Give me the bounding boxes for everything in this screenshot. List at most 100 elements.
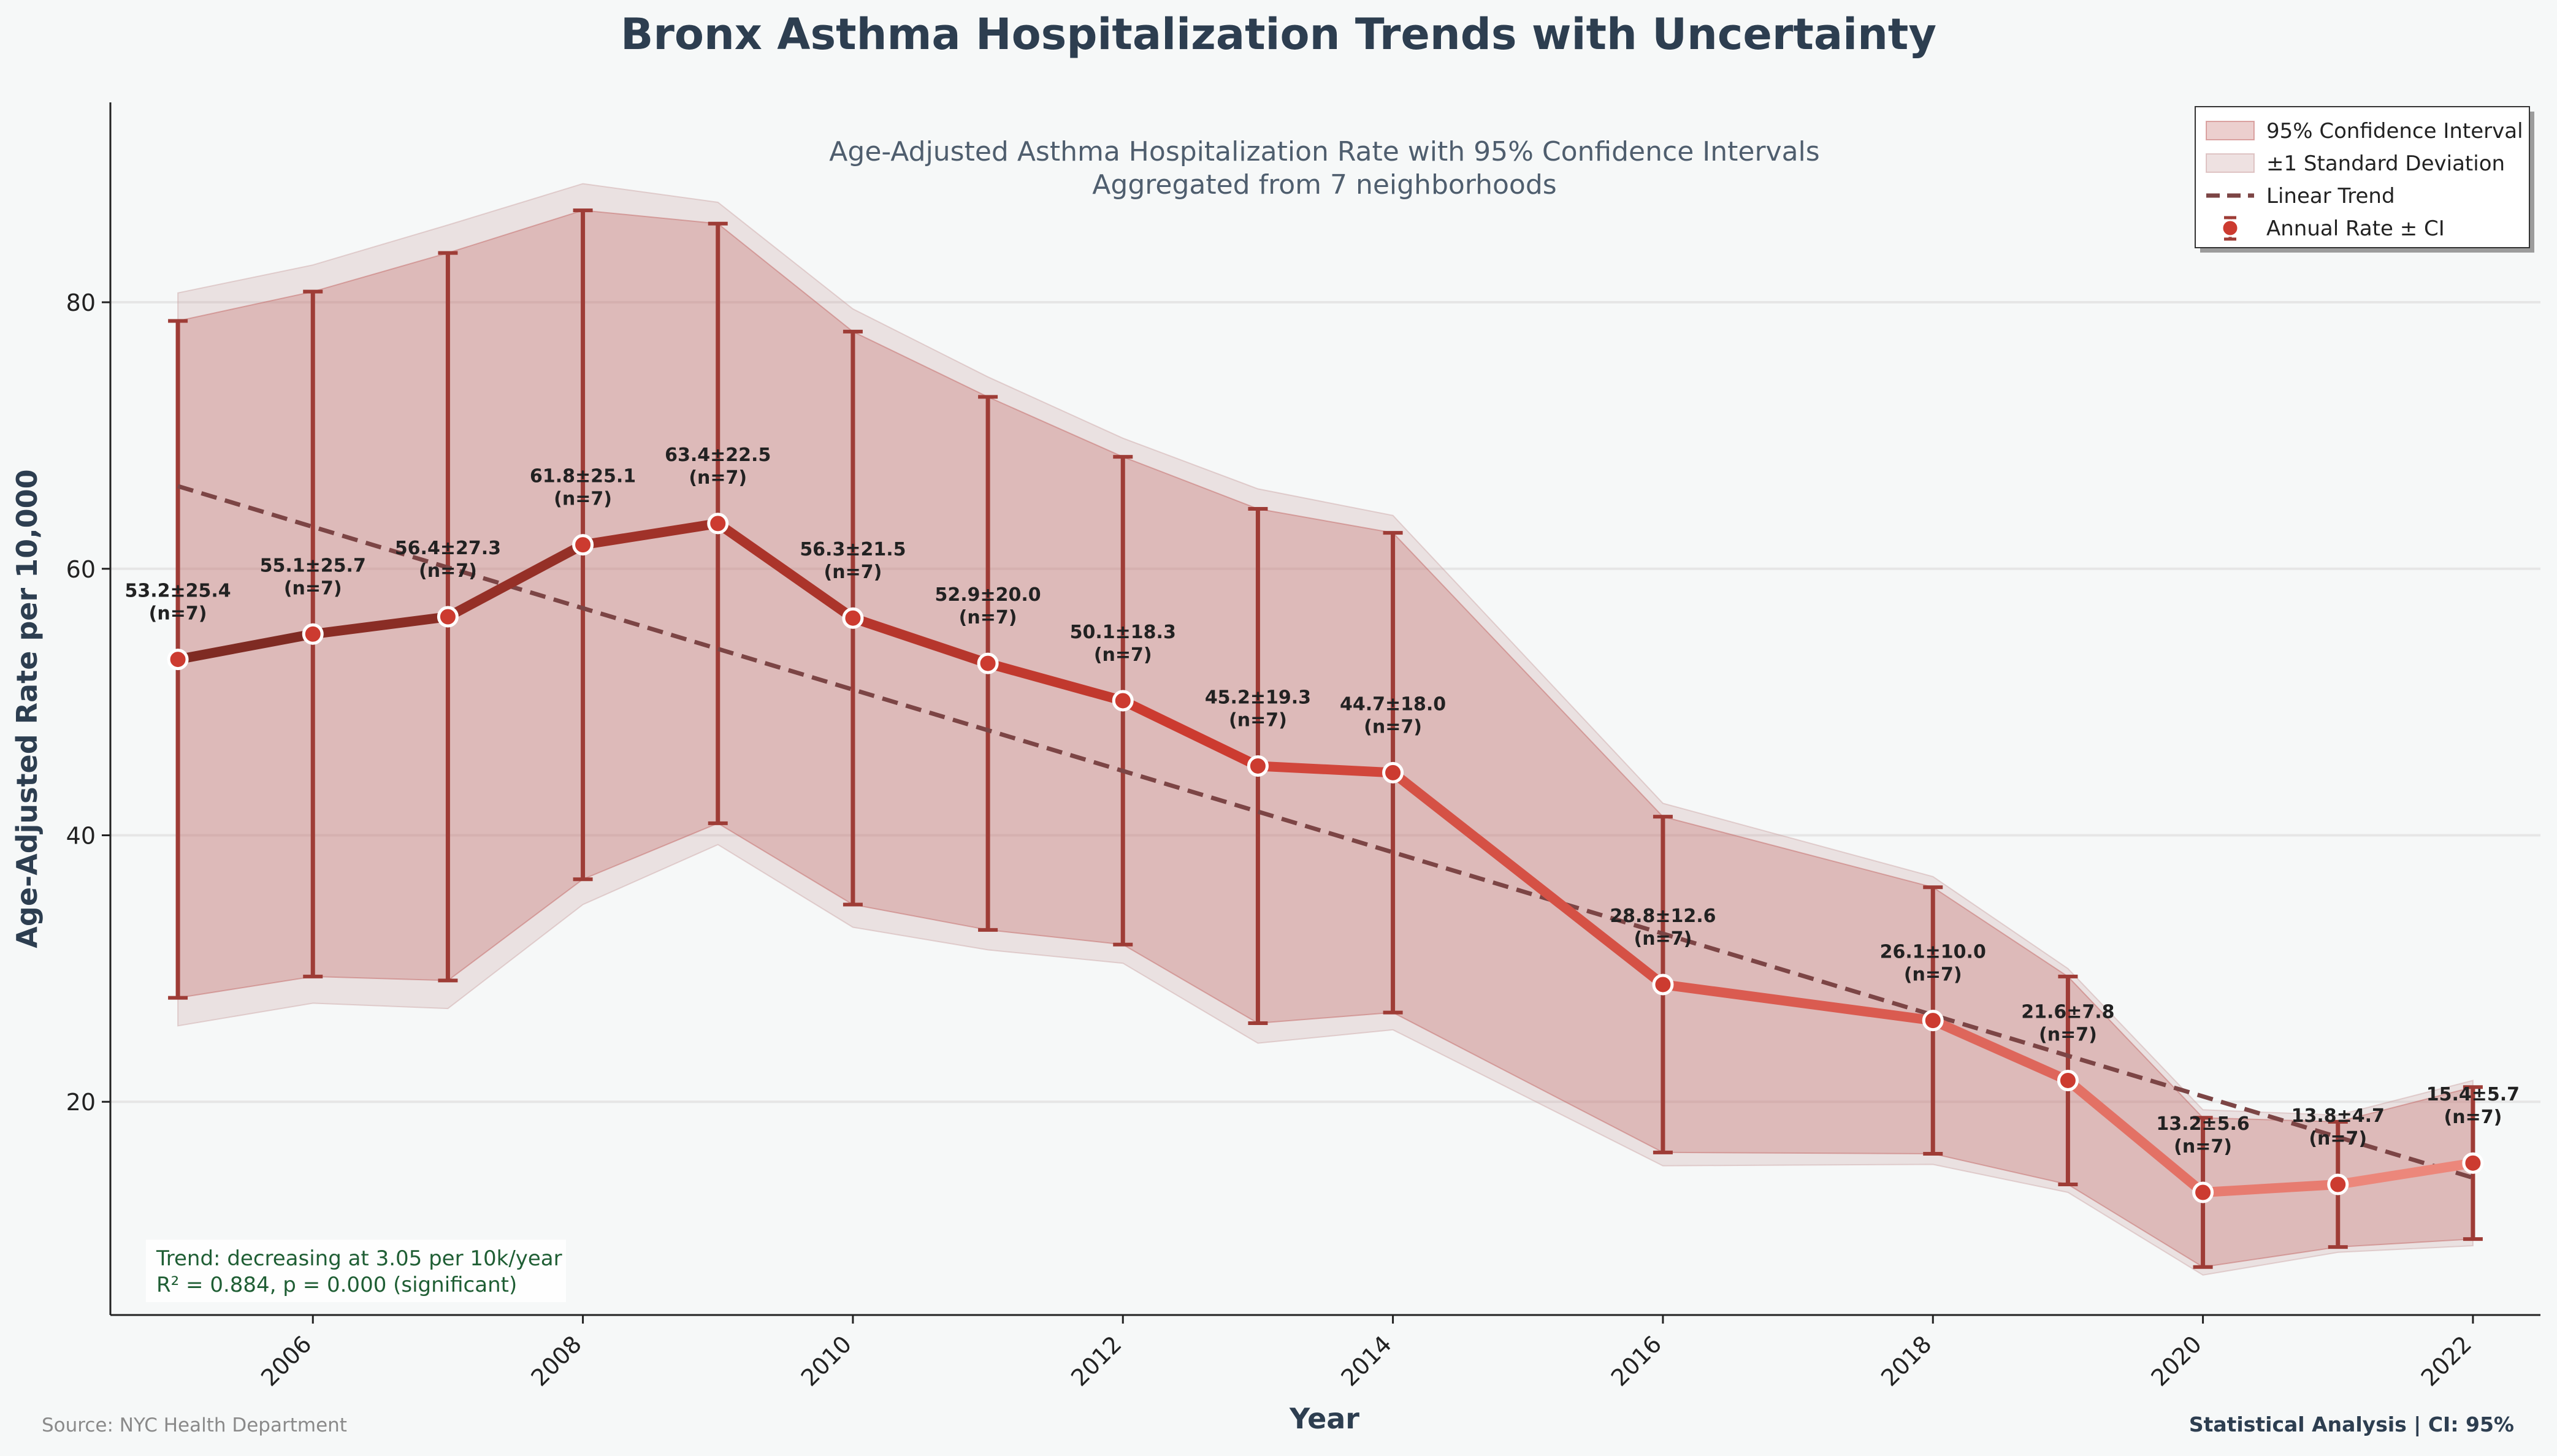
legend-box (2195, 106, 2530, 248)
data-label-n-2014: (n=7) (1364, 716, 1422, 738)
trend-line (177, 484, 2474, 1180)
data-label-2005: 53.2±25.4 (124, 581, 231, 602)
x-tick-label-2012: 2012 (1066, 1330, 1127, 1392)
rate-line-segment-2007 (443, 539, 588, 622)
x-tick-label-2008: 2008 (526, 1330, 587, 1392)
legend-swatch-ci (2206, 121, 2255, 140)
data-label-2020: 13.2±5.6 (2156, 1113, 2249, 1135)
data-label-n-2008: (n=7) (554, 489, 612, 510)
data-label-2013: 45.2±19.3 (1205, 687, 1311, 708)
data-label-2019: 21.6±7.8 (2021, 1001, 2114, 1023)
x-tick-label-2006: 2006 (256, 1330, 317, 1392)
data-label-n-2007: (n=7) (419, 560, 477, 582)
grid (110, 301, 2540, 1103)
rate-line-segment-2020 (2198, 1179, 2343, 1198)
rate-line-segment-2013 (1253, 761, 1398, 778)
rate-line-segment-2014 (1388, 768, 1668, 989)
data-label-2006: 55.1±25.7 (260, 555, 366, 576)
data-label-n-2019: (n=7) (2039, 1024, 2097, 1045)
legend-label-point: Annual Rate ± CI (2266, 216, 2445, 241)
data-label-2018: 26.1±10.0 (1880, 942, 1986, 963)
data-point-2007 (437, 606, 459, 628)
rate-line-segment-2011 (983, 658, 1128, 706)
trend-layer (177, 484, 2474, 1180)
data-label-n-2022: (n=7) (2444, 1107, 2502, 1128)
y-axis-label: Age-Adjusted Rate per 10,000 (10, 469, 44, 948)
data-label-2009: 63.4±22.5 (665, 444, 771, 466)
legend-item-trend: Linear Trend (2206, 184, 2395, 208)
x-tick-label-2010: 2010 (796, 1330, 857, 1392)
data-label-2014: 44.7±18.0 (1340, 693, 1446, 715)
x-tick-label-2022: 2022 (2416, 1330, 2477, 1392)
data-points (167, 513, 2484, 1203)
source-note: Source: NYC Health Department (42, 1414, 347, 1436)
sd-band (177, 183, 2474, 1276)
sd-band-layer (177, 183, 2474, 1276)
rate-line (173, 518, 2478, 1198)
data-label-2011: 52.9±20.0 (935, 584, 1041, 606)
stats-box-bg (146, 1240, 566, 1302)
data-point-2022 (2462, 1152, 2484, 1174)
data-point-2014 (1382, 761, 1404, 783)
rate-line-segment-2008 (578, 518, 723, 550)
legend-swatch-sd (2206, 153, 2255, 173)
legend-swatch-marker (2221, 219, 2239, 237)
footer-analysis-note: Statistical Analysis | CI: 95% (2189, 1412, 2514, 1436)
rate-line-segment-2006 (308, 612, 453, 639)
stats-r2-text: R² = 0.884, p = 0.000 (significant) (156, 1273, 517, 1297)
rate-line-segment-2016 (1657, 979, 1938, 1026)
data-point-2019 (2057, 1069, 2079, 1091)
rate-line-segment-2009 (713, 518, 858, 623)
data-label-n-2018: (n=7) (1904, 964, 1962, 986)
x-tick-label-2014: 2014 (1336, 1330, 1397, 1392)
legend-label-trend: Linear Trend (2266, 184, 2395, 208)
rate-line-segment-2005 (173, 629, 318, 665)
data-point-2016 (1652, 974, 1674, 996)
data-label-n-2021: (n=7) (2309, 1128, 2367, 1149)
legend-item-sd: ±1 Standard Deviation (2206, 151, 2505, 176)
data-label-n-2005: (n=7) (149, 603, 207, 625)
data-label-2016: 28.8±12.6 (1610, 905, 1716, 927)
data-label-n-2006: (n=7) (284, 577, 342, 599)
data-label-2008: 61.8±25.1 (530, 466, 636, 487)
data-label-2021: 13.8±4.7 (2291, 1105, 2385, 1127)
x-tick-label-2018: 2018 (1876, 1330, 1937, 1392)
data-point-2021 (2327, 1173, 2349, 1195)
rate-line-segment-2012 (1118, 695, 1263, 771)
y-tick-label-40: 40 (66, 822, 96, 849)
data-label-n-2010: (n=7) (824, 562, 882, 583)
rate-line-segment-2010 (847, 613, 993, 669)
stats-trend-text: Trend: decreasing at 3.05 per 10k/year (156, 1246, 562, 1271)
data-point-2012 (1112, 690, 1134, 712)
legend-item-point: Annual Rate ± CI (2221, 216, 2445, 241)
rate-line-segment-2018 (1928, 1015, 2073, 1086)
legend-label-sd: ±1 Standard Deviation (2266, 151, 2505, 176)
x-axis-label: Year (1289, 1402, 1359, 1435)
data-point-2011 (977, 652, 999, 674)
data-label-n-2020: (n=7) (2174, 1136, 2232, 1157)
ci-band (177, 210, 2474, 1268)
x-tick-label-2020: 2020 (2146, 1330, 2207, 1392)
y-tick-label-60: 60 (66, 556, 96, 583)
legend: 95% Confidence Interval ±1 Standard Devi… (2195, 106, 2534, 253)
data-label-n-2011: (n=7) (959, 607, 1017, 628)
y-tick-label-20: 20 (66, 1089, 96, 1116)
data-point-2008 (572, 534, 594, 556)
ci-band-layer (177, 210, 2474, 1268)
data-label-2022: 15.4±5.7 (2426, 1084, 2520, 1105)
legend-label-ci: 95% Confidence Interval (2266, 119, 2523, 143)
chart-subtitle-line1: Age-Adjusted Asthma Hospitalization Rate… (829, 136, 1819, 167)
legend-item-ci: 95% Confidence Interval (2206, 119, 2523, 143)
data-label-n-2009: (n=7) (689, 467, 747, 489)
data-point-2018 (1922, 1010, 1944, 1032)
data-label-2007: 56.4±27.3 (395, 538, 501, 559)
data-point-2010 (842, 607, 864, 629)
data-label-n-2013: (n=7) (1229, 709, 1287, 731)
data-point-2009 (707, 513, 729, 535)
data-labels: 53.2±25.4(n=7)55.1±25.7(n=7)56.4±27.3(n=… (124, 444, 2520, 1157)
data-point-2020 (2192, 1181, 2214, 1203)
data-label-n-2012: (n=7) (1094, 644, 1152, 666)
chart-subtitle-line2: Aggregated from 7 neighborhoods (1092, 169, 1556, 200)
rate-line-segment-2019 (2063, 1075, 2208, 1198)
